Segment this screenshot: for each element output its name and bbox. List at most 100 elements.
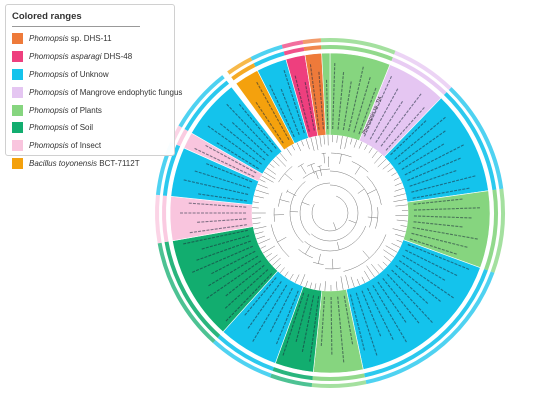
leaf-label-line: [207, 255, 259, 287]
legend-label: Phomopsis asparagi DHS-48: [29, 52, 133, 62]
leaf-branch: [366, 265, 375, 278]
clade-stem: [339, 154, 342, 164]
leaf-label-line: [318, 71, 324, 130]
leaf-branch: [284, 271, 289, 277]
leaf-branch: [340, 276, 344, 290]
leaf-label-line: [207, 125, 262, 165]
leaf-branch: [301, 140, 304, 147]
annotation-ring-inner: [312, 373, 365, 381]
annotation-ring-outer: [490, 188, 505, 273]
legend-panel: Colored ranges Phomopsis sp. DHS-11 Phomo…: [5, 4, 182, 169]
legend-item: Phomopsis of Plants: [12, 101, 168, 119]
leaf-branch: [353, 139, 358, 148]
clade-stem: [367, 216, 378, 219]
leaf-branch: [319, 283, 321, 291]
clade-arc: [366, 176, 382, 205]
legend-item: Phomopsis of Soil: [12, 119, 168, 137]
clade-stem: [310, 164, 315, 175]
leaf-label-line: [337, 71, 345, 130]
leaf-branch: [383, 255, 392, 262]
legend-item: Phomopsis of Mangrove endophytic fungus: [12, 83, 182, 101]
annotation-ring-inner: [321, 45, 330, 50]
leaf-branch: [252, 217, 262, 219]
leaf-branch: [350, 138, 353, 145]
leaf-label-line: [256, 81, 290, 140]
leaf-label-line: [394, 116, 446, 160]
leaf-label-line: [413, 215, 472, 219]
leaf-label-line: [404, 144, 464, 176]
leaf-branch: [319, 135, 322, 147]
clade-stem: [354, 165, 361, 175]
leaf-label-line: [275, 290, 299, 345]
leaf-branch: [279, 152, 287, 162]
clade-stem: [318, 253, 321, 264]
annotation-ring-inner: [283, 47, 305, 56]
legend-item: Bacillus toyonensis BCT-7112T: [12, 155, 168, 173]
legend-item: Phomopsis of Insect: [12, 137, 168, 155]
annotation-ring-outer: [394, 50, 452, 90]
leaf-label-line: [269, 84, 295, 138]
annotation-ring-inner: [176, 129, 188, 147]
internal-stem: [315, 171, 319, 180]
leaf-branch: [364, 270, 370, 281]
leaf-branch: [261, 175, 274, 183]
clade-stem: [319, 166, 323, 176]
annotation-ring-outer: [311, 380, 367, 388]
leaf-label-line: [283, 70, 305, 134]
annotation-ring-inner: [272, 367, 313, 381]
internal-stem: [357, 188, 365, 194]
leaf-branch: [396, 239, 403, 243]
leaf-branch: [391, 172, 397, 176]
clade-stem: [367, 189, 377, 195]
clade-arc: [298, 249, 313, 259]
leaf-label-line: [192, 245, 254, 273]
leaf-branch: [383, 249, 395, 258]
annotation-ring-inner: [253, 51, 285, 67]
clade-stem: [284, 173, 293, 181]
annotation-ring-inner: [330, 45, 393, 61]
legend-item: Phomopsis asparagi DHS-48: [12, 48, 168, 66]
leaf-label-line: [188, 202, 247, 208]
leaf-label-line: [405, 249, 458, 277]
annotation-ring-outer: [302, 38, 322, 45]
leaf-label-line: [412, 227, 478, 240]
leaf-branch: [371, 150, 378, 159]
leaf-label-line: [411, 175, 476, 193]
ring-separator: [167, 50, 493, 376]
leaf-label-line: [219, 122, 266, 161]
leaf-label-line: [385, 106, 426, 151]
legend-label: Phomopsis of Soil: [29, 123, 94, 133]
tree-center: [252, 135, 408, 291]
leaf-branch: [256, 235, 266, 240]
leaf-branch: [368, 147, 373, 154]
leaf-branch: [276, 156, 287, 167]
internal-stem: [337, 242, 340, 250]
leaf-branch: [345, 275, 350, 289]
annotation-ring-inner: [162, 144, 181, 196]
leaf-branch: [265, 253, 272, 258]
leaf-branch: [310, 137, 315, 151]
leaf-label-line: [337, 296, 345, 363]
leaf-label-line: [294, 75, 310, 132]
legend-swatch: [12, 140, 23, 152]
leaf-label-line: [309, 296, 320, 362]
leaf-branch: [336, 135, 338, 143]
leaf-label-line: [195, 240, 252, 261]
leaf-label-line: [225, 273, 273, 322]
legend-item: Phomopsis of Unknow: [12, 66, 168, 84]
leaf-branch: [258, 238, 271, 245]
leaf-branch: [393, 199, 407, 202]
clade-stem: [277, 237, 287, 243]
clade-stem: [287, 190, 297, 196]
legend-swatch: [12, 33, 23, 45]
leaf-label-line: [412, 187, 470, 199]
leaf-branch: [291, 144, 296, 151]
leaf-label-line: [204, 144, 257, 174]
leaf-branch: [336, 281, 338, 291]
leaf-branch: [377, 158, 387, 168]
leaf-label-line: [348, 66, 364, 132]
annotation-ring-outer: [330, 38, 396, 55]
internal-stem: [333, 222, 337, 230]
leaf-branch: [361, 276, 366, 283]
leaf-branch: [275, 263, 281, 270]
